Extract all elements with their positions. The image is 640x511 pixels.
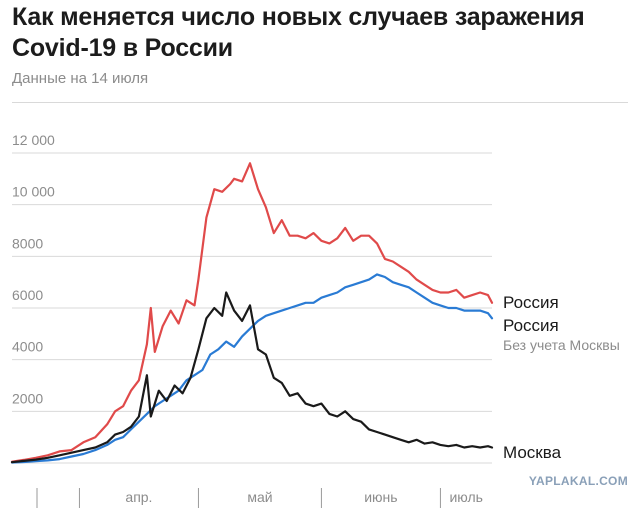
y-tick-label: 6000 xyxy=(12,287,43,303)
x-tick-label: май xyxy=(247,489,272,505)
series-label-russia: Россия xyxy=(503,293,559,312)
y-tick-label: 10 000 xyxy=(12,184,55,200)
y-tick-label: 12 000 xyxy=(12,132,55,148)
x-tick-label: апр. xyxy=(125,489,152,505)
series-label-moscow: Москва xyxy=(503,443,562,462)
watermark-text: YAPLAKAL.COM xyxy=(528,474,628,488)
y-tick-label: 8000 xyxy=(12,235,43,251)
series-line-russia-ex-moscow xyxy=(10,273,494,464)
chart-subtitle: Данные на 14 июля xyxy=(12,70,149,87)
x-tick-label: июнь xyxy=(364,489,397,505)
series-line-moscow xyxy=(10,291,494,464)
y-tick-label: 4000 xyxy=(12,339,43,355)
series-note-ex-moscow: Без учета Москвы xyxy=(503,337,620,353)
x-tick-label: июль xyxy=(449,489,482,505)
series-line-russia xyxy=(10,162,494,463)
header-divider xyxy=(12,102,628,103)
series-label-russia-ex-moscow: Россия xyxy=(503,316,559,335)
y-tick-label: 2000 xyxy=(12,390,43,406)
chart-title: Как меняется число новых случаев заражен… xyxy=(12,3,585,62)
